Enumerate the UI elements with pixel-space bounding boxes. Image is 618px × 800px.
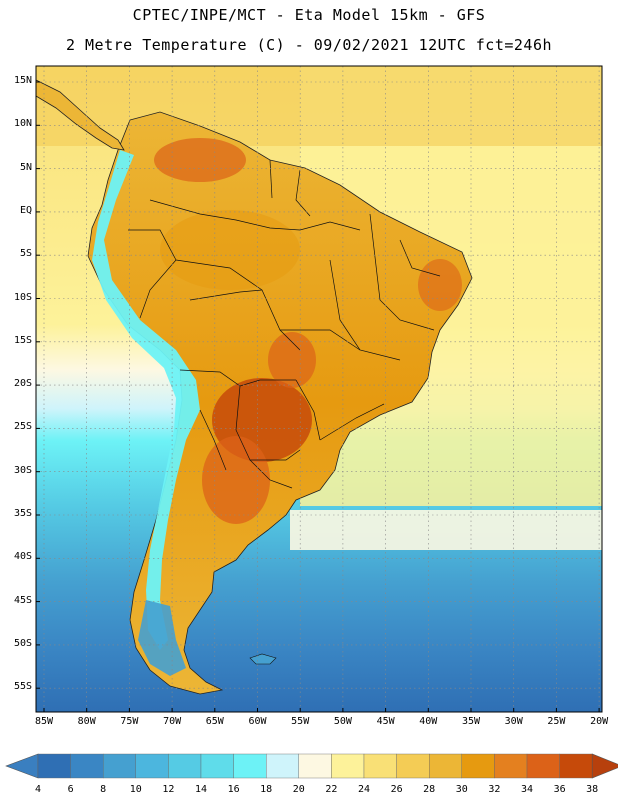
colorbar-level-label: 10 — [129, 784, 142, 795]
hot-spot-mato-grosso — [268, 332, 316, 388]
colorbar-level-label: 18 — [260, 784, 273, 795]
lat-label: 30S — [13, 464, 32, 476]
colorbar-segment — [494, 753, 528, 779]
lat-label: EQ — [19, 204, 32, 216]
colorbar-segment — [37, 753, 71, 779]
lat-label: 40S — [13, 551, 32, 563]
hot-spot-venezuela — [154, 138, 246, 182]
lon-label: 55W — [291, 716, 310, 727]
colorbar-segment — [429, 753, 463, 779]
colorbar-level-label: 8 — [100, 784, 107, 795]
colorbar-segment — [70, 753, 104, 779]
axis-ticks — [36, 81, 600, 712]
colorbar-segment — [135, 753, 169, 779]
lon-label: 85W — [34, 716, 54, 727]
colorbar-level-label: 26 — [390, 784, 403, 795]
colorbar-segment — [526, 753, 560, 779]
colorbar-level-label: 24 — [357, 784, 371, 795]
lon-label: 70W — [163, 716, 182, 727]
lat-label: 50S — [13, 637, 32, 649]
lat-label: 5N — [19, 161, 32, 173]
map-frame — [35, 65, 603, 713]
lat-label: 10S — [13, 291, 32, 303]
lon-label: 40W — [419, 716, 438, 727]
lon-label: 25W — [547, 716, 566, 727]
map-subtitle: 2 Metre Temperature (C) - 09/02/2021 12U… — [65, 36, 553, 54]
colorbar-segment — [461, 753, 495, 779]
lon-label: 30W — [504, 716, 523, 727]
colorbar-segment — [396, 753, 430, 779]
colorbar-segment — [363, 753, 397, 779]
lat-label: 15N — [13, 75, 32, 86]
lon-label: 65W — [205, 716, 224, 727]
colorbar-level-label: 14 — [194, 784, 208, 795]
caribbean-band — [36, 66, 602, 146]
map-title: CPTEC/INPE/MCT - Eta Model 15km - GFS — [132, 6, 486, 24]
colorbar-segment — [233, 753, 267, 779]
colorbar-segment — [266, 753, 300, 779]
lon-label: 75W — [120, 716, 139, 727]
andes-cold-strip — [92, 150, 200, 650]
lat-label: 20S — [13, 378, 32, 390]
lat-label: 5S — [19, 248, 32, 260]
colorbar-level-label: 22 — [325, 784, 338, 795]
lat-label: 35S — [13, 508, 32, 519]
lon-label: 50W — [333, 716, 352, 727]
colorbar-level-label: 4 — [34, 784, 42, 795]
colorbar-level-label: 30 — [455, 784, 468, 795]
lat-label: 55S — [13, 681, 32, 693]
colorbar-level-label: 36 — [553, 784, 566, 795]
patagonia-cold-tip — [138, 600, 186, 676]
colorbar-segment — [168, 753, 202, 779]
colorbar-level-label: 16 — [227, 784, 240, 795]
colorbar-level-label: 32 — [488, 784, 501, 795]
hot-spot-nordeste — [418, 259, 462, 311]
colorbar-level-label: 28 — [423, 784, 436, 795]
colorbar-segment — [102, 753, 136, 779]
temperature-map — [35, 65, 603, 713]
colorbar-right-arrow — [591, 753, 618, 779]
lon-label: 35W — [461, 716, 481, 727]
colorbar-segment — [559, 753, 593, 779]
colorbar-level-label: 6 — [67, 784, 74, 795]
lat-label: 10N — [13, 118, 32, 130]
hot-spot-argentina — [202, 436, 270, 524]
colorbar-left-arrow — [5, 753, 39, 779]
colorbar-segment — [298, 753, 332, 779]
warm-amazon — [160, 210, 300, 290]
lon-label: 80W — [77, 716, 96, 727]
falkland-islands — [249, 653, 277, 665]
colorbar — [5, 753, 618, 779]
country-borders — [128, 159, 441, 489]
lon-label: 45W — [376, 716, 395, 727]
colorbar-level-label: 34 — [520, 784, 534, 795]
central-america-land — [36, 79, 125, 151]
colorbar-level-label: 20 — [292, 784, 305, 795]
colorbar-segment — [200, 753, 234, 779]
lat-label: 25S — [13, 421, 32, 433]
lon-label: 60W — [248, 716, 267, 727]
colorbar-level-label: 38 — [586, 784, 599, 795]
colorbar-level-label: 12 — [162, 784, 175, 795]
lat-label: 45S — [13, 594, 32, 606]
atlantic-transition-band — [290, 510, 602, 550]
lon-label: 20W — [590, 716, 609, 727]
lat-label: 15S — [13, 334, 32, 346]
colorbar-segment — [331, 753, 365, 779]
